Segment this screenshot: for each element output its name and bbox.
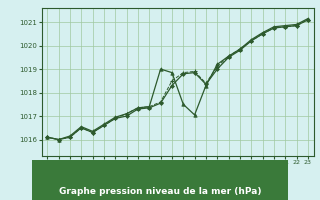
Text: Graphe pression niveau de la mer (hPa): Graphe pression niveau de la mer (hPa) — [59, 188, 261, 196]
